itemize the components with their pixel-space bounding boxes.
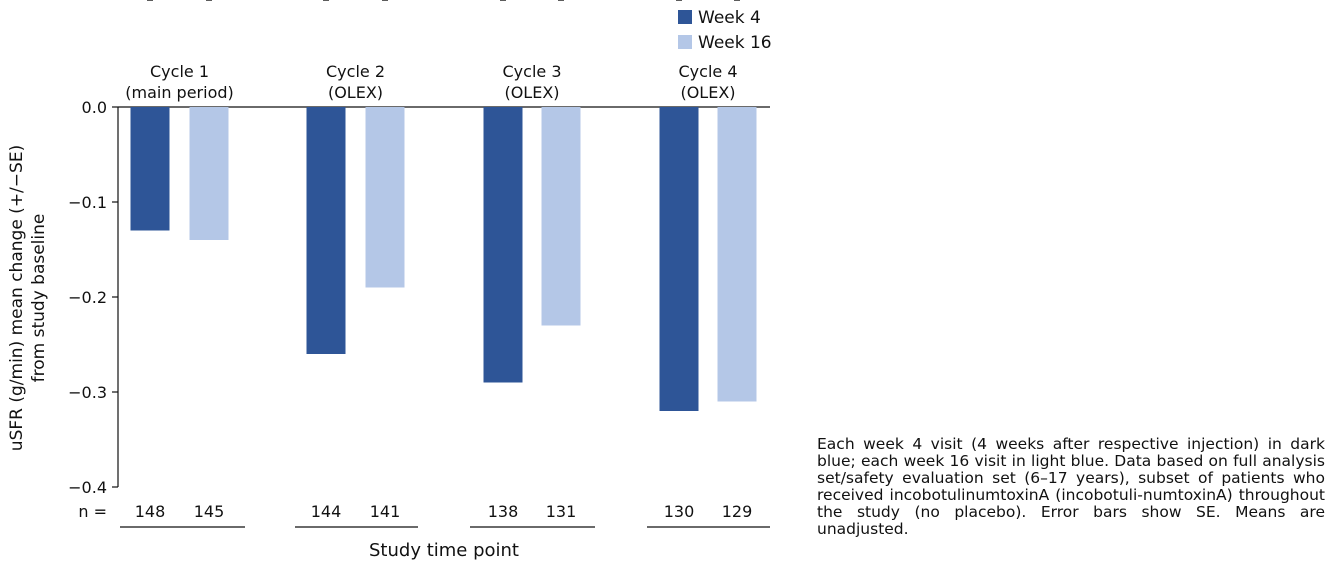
bar — [659, 107, 699, 411]
group-label: (main period) — [125, 83, 234, 102]
n-count: 141 — [370, 502, 401, 521]
bar — [365, 107, 405, 288]
legend-swatch — [678, 35, 692, 49]
n-count: 148 — [135, 502, 166, 521]
n-count: 144 — [311, 502, 342, 521]
figure-caption: Each week 4 visit (4 weeks after respect… — [817, 435, 1325, 538]
group-label: Cycle 3 — [503, 62, 562, 81]
y-axis-title: uSFR (g/min) mean change (+/−SE) — [7, 145, 27, 451]
y-tick-label: 0.0 — [82, 98, 107, 117]
n-count: 138 — [488, 502, 519, 521]
y-tick-label: −0.2 — [68, 288, 107, 307]
legend-swatch — [678, 10, 692, 24]
group-label: Cycle 4 — [679, 62, 738, 81]
legend-label: Week 4 — [698, 8, 761, 28]
group-label: (OLEX) — [680, 83, 735, 102]
group-label: (OLEX) — [504, 83, 559, 102]
bar — [483, 107, 523, 383]
legend-label: Week 16 — [698, 33, 772, 53]
y-tick-label: −0.1 — [68, 193, 107, 212]
bar — [717, 107, 757, 402]
n-count: 129 — [722, 502, 753, 521]
bar — [189, 107, 229, 240]
group-label: (OLEX) — [328, 83, 383, 102]
n-label: n = — [78, 502, 107, 521]
bar-chart: 0.0 −0.1 −0.2 −0.3 −0.4 Cycle 1 (main period) C… — [7, 0, 772, 561]
y-tick-label: −0.3 — [68, 383, 107, 402]
n-count: 130 — [664, 502, 695, 521]
bar — [130, 107, 170, 231]
group-label: Cycle 1 — [150, 62, 209, 81]
n-count: 131 — [546, 502, 577, 521]
x-axis-title: Study time point — [369, 540, 519, 561]
bar — [541, 107, 581, 326]
bar — [306, 107, 346, 354]
y-tick-label: −0.4 — [68, 478, 107, 497]
y-axis-title: from study baseline — [29, 214, 49, 383]
group-label: Cycle 2 — [326, 62, 385, 81]
n-count: 145 — [194, 502, 225, 521]
